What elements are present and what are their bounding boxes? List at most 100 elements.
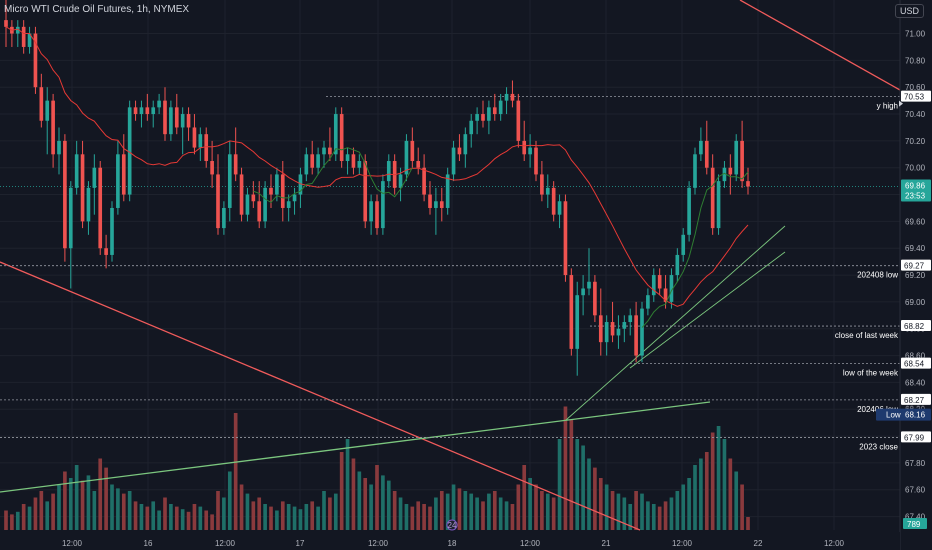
candle-body (4, 20, 8, 27)
candle-body (463, 134, 468, 155)
candle-body (422, 167, 426, 195)
candle-body (116, 154, 120, 208)
candle-body (275, 174, 279, 195)
candle-body (704, 140, 709, 168)
volume-bar (210, 514, 214, 530)
volume-bar (98, 458, 103, 530)
candle-body (98, 167, 103, 249)
candle-body (298, 174, 303, 195)
volume-bar (151, 501, 156, 530)
candle-body (63, 140, 67, 249)
candle-body (381, 181, 385, 229)
volume-bar (522, 465, 527, 530)
candle-body (127, 107, 132, 195)
volume-bar (740, 484, 744, 530)
volume-bar (534, 484, 538, 530)
candle-body (104, 248, 108, 255)
trendline-green-steep (565, 225, 786, 421)
level-label: y high (877, 102, 898, 111)
level-lines: y high 202408 low close of last week low of… (0, 96, 900, 451)
volume-bar (569, 419, 574, 530)
volume-bar (381, 475, 385, 530)
candle-body (333, 114, 338, 155)
volume-bar (545, 493, 550, 530)
volume-badge-text: 789 (907, 520, 921, 529)
x-tick-label: 12:00 (824, 539, 845, 548)
trendline-green-long (0, 401, 711, 493)
volume-bar (104, 467, 108, 530)
volume-bar (68, 478, 73, 530)
level-price-tag-text: 67.99 (904, 433, 925, 442)
volume-bar (581, 445, 585, 530)
low-marker-label: Low (886, 411, 901, 420)
candle-body (310, 154, 315, 168)
level-price-tag-text: 68.54 (904, 360, 925, 369)
volume-bar (563, 406, 568, 530)
candle-body (68, 187, 73, 249)
volume-bar (245, 493, 250, 530)
candle-body (292, 194, 297, 202)
volume-bar (728, 458, 733, 530)
volume-bar (216, 491, 220, 530)
candle-body (681, 234, 686, 255)
candle-body (51, 100, 55, 155)
volume-bar (681, 484, 686, 530)
volume-bar (404, 504, 409, 530)
volume-bar (734, 471, 739, 530)
candle-body (375, 201, 379, 229)
candle-body (457, 147, 462, 155)
volume-bar (439, 491, 444, 530)
currency-button[interactable]: USD (894, 4, 924, 18)
volume-bar (392, 491, 397, 530)
candle-body (216, 174, 220, 229)
volume-bar (174, 506, 179, 530)
candle-body (145, 107, 150, 115)
candle-body (687, 187, 691, 235)
volume-bar (716, 426, 721, 530)
candle-body (445, 174, 450, 208)
volume-bar (45, 501, 50, 530)
volume-bar (351, 458, 356, 530)
y-tick-label: 70.80 (905, 56, 926, 65)
candle-body (728, 167, 733, 175)
candle-body (363, 161, 368, 222)
candle-body (581, 288, 585, 296)
volume-bar (116, 488, 120, 530)
volume-bar (86, 475, 91, 530)
level-price-tag (901, 320, 931, 332)
candle-body (27, 33, 32, 47)
ma-line-short-1 (253, 147, 413, 204)
volume-bar (157, 510, 161, 530)
candle-body (634, 315, 638, 356)
candle-body (257, 201, 262, 222)
candle-body (716, 181, 721, 229)
volume-bar (198, 506, 203, 530)
candle-body (45, 100, 50, 121)
trend-lines (0, 0, 901, 531)
candle-body (593, 281, 597, 316)
candle-body (74, 154, 79, 188)
volume-bar (186, 511, 191, 530)
volume-bar (275, 510, 279, 530)
volume-bar (663, 501, 668, 530)
current-price-tag (901, 179, 931, 202)
trendline-green-mid (629, 251, 786, 369)
candle-body (492, 107, 497, 115)
volume-bar (27, 506, 32, 530)
candle-body (610, 322, 615, 336)
volume-bar (746, 517, 750, 530)
level-label: 2023 close (859, 442, 898, 451)
ma-line-short-2 (641, 171, 749, 328)
candle-body (504, 93, 509, 101)
candle-body (740, 140, 744, 182)
candle-body (534, 147, 538, 175)
volume-bar (121, 493, 126, 530)
volume-bar (610, 491, 615, 530)
candle-body (516, 100, 521, 141)
candle-body (239, 174, 244, 215)
candle-body (110, 207, 114, 255)
level-label: close of last week (835, 331, 899, 340)
candle-body (180, 114, 185, 128)
volume-bar (451, 484, 456, 530)
